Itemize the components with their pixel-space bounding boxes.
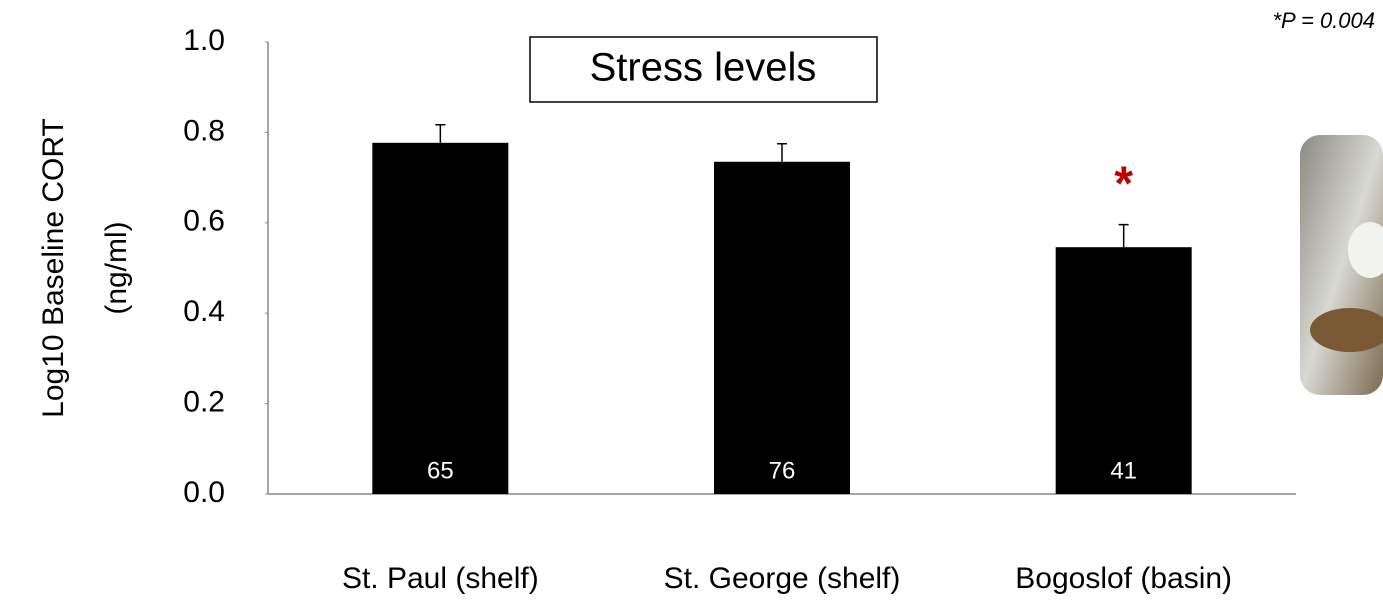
sample-size: 65: [427, 457, 454, 484]
sample-size: 76: [769, 457, 796, 484]
error-bar: [777, 144, 787, 162]
error-bar: [435, 125, 445, 143]
y-axis-label: (ng/ml): [100, 221, 133, 314]
error-bar: [1119, 225, 1129, 248]
y-tick-label: 0.0: [183, 476, 225, 509]
p-value: *P = 0.004: [1272, 8, 1375, 33]
sample-size: 41: [1110, 457, 1137, 484]
y-tick-label: 1.0: [183, 24, 225, 57]
y-tick-label: 0.8: [183, 114, 225, 147]
x-tick-label: Bogoslof (basin): [1015, 562, 1232, 595]
bar: [372, 143, 508, 494]
y-tick-label: 0.6: [183, 205, 225, 238]
y-axis-label: Log10 Baseline CORT: [37, 118, 70, 418]
y-tick-label: 0.4: [183, 295, 225, 328]
y-tick-label: 0.2: [183, 386, 225, 419]
significance-marker: *: [1114, 157, 1133, 210]
bar: [714, 162, 850, 494]
chart-title: Stress levels: [590, 46, 817, 90]
x-tick-label: St. George (shelf): [664, 562, 901, 595]
x-tick-label: St. Paul (shelf): [342, 562, 539, 595]
chart: Stress levels *P = 0.004 Log10 Baseline …: [0, 0, 1383, 604]
